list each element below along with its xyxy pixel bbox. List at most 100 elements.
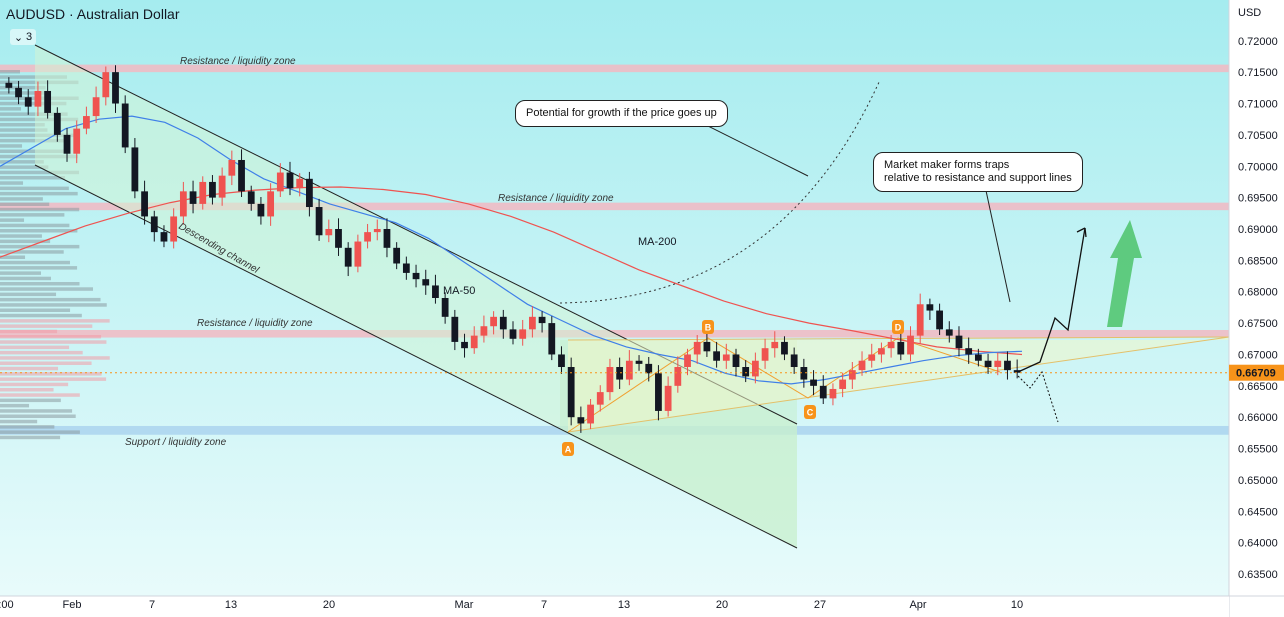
candle-body — [121, 103, 129, 148]
green-up-arrow — [1107, 220, 1142, 327]
volume-profile-bar — [0, 75, 67, 79]
candle-body — [112, 72, 119, 104]
candle-body — [490, 316, 498, 327]
candle-body — [315, 207, 323, 236]
abcd-pattern-line — [567, 337, 1001, 433]
time-axis-panel[interactable] — [0, 596, 1229, 617]
candle-body — [528, 316, 536, 330]
price-tick-label: 0.64500 — [1238, 506, 1278, 518]
candle-body — [53, 112, 61, 135]
candle-body — [664, 385, 672, 411]
price-tick-label: 0.70000 — [1238, 161, 1278, 173]
candle-body — [926, 304, 934, 311]
candle-body — [199, 181, 207, 204]
candle-body — [974, 354, 982, 361]
traps-callout-line1: Market maker forms traps — [884, 159, 1010, 171]
candle-body — [761, 348, 769, 361]
candle-body — [790, 354, 798, 368]
volume-profile-bar — [0, 181, 24, 185]
time-tick-label: 20 — [716, 599, 728, 611]
candle-body — [354, 241, 362, 267]
candle-body — [189, 191, 197, 204]
current-price-badge — [1229, 364, 1284, 381]
abcd-marker-c — [804, 405, 816, 419]
candle-body — [383, 228, 391, 248]
zone-label-support: Support / liquidity zone — [125, 437, 227, 448]
candle-body — [257, 203, 265, 217]
time-tick-label: 27 — [814, 599, 826, 611]
ma200-line — [0, 186, 1023, 356]
channel-lower-line — [34, 164, 798, 549]
ma200-label: MA-200 — [638, 236, 677, 248]
zone-resistance-mid — [0, 202, 1229, 211]
price-tick-label: 0.71500 — [1238, 67, 1278, 79]
ma50-label: MA-50 — [443, 285, 475, 297]
volume-profile-bar — [0, 85, 46, 90]
price-axis-panel[interactable] — [1229, 0, 1284, 617]
volume-profile-bar — [0, 366, 59, 371]
legend-count: 3 — [26, 31, 33, 43]
candle-body — [499, 316, 507, 330]
growth-callout-text: Potential for growth if the price goes u… — [526, 107, 717, 119]
volume-profile-bar — [0, 107, 22, 111]
growth-callout: Potential for growth if the price goes u… — [515, 100, 728, 127]
time-tick-label: 7 — [541, 599, 547, 611]
candle-body — [558, 354, 565, 368]
legend-collapse-button[interactable]: ⌄ 3 — [10, 29, 36, 45]
volume-profile-bar — [0, 70, 20, 74]
candle-body — [461, 341, 468, 349]
candle-body — [34, 90, 42, 107]
time-tick-label: 20 — [323, 599, 335, 611]
volume-profile-bar — [0, 112, 68, 116]
traps-callout-line2: relative to resistance and support lines — [884, 172, 1072, 184]
volume-profile-bar — [0, 202, 50, 206]
volume-profile-bar — [0, 229, 78, 233]
candle-body — [781, 341, 788, 355]
volume-profile-bar — [0, 403, 30, 408]
candle-body — [606, 367, 614, 393]
candle-body — [887, 341, 895, 349]
candle-body — [24, 97, 32, 107]
price-tick-label: 0.71000 — [1238, 99, 1278, 111]
candle-body — [306, 178, 313, 208]
triangle-lower-line — [567, 336, 1230, 433]
candle-body — [441, 298, 449, 317]
candle-body — [393, 247, 401, 264]
zone-label-mid: Resistance / liquidity zone — [498, 193, 614, 204]
candle-body — [141, 191, 148, 217]
volume-profile-bar — [0, 260, 70, 265]
candle-body — [267, 191, 275, 217]
candle-body — [296, 178, 304, 189]
price-tick-label: 0.65000 — [1238, 475, 1278, 487]
chevron-down-icon: ⌄ — [13, 31, 24, 44]
volume-profile-bar — [0, 197, 43, 201]
candle-body — [684, 354, 691, 368]
volume-profile-bar — [0, 149, 69, 153]
candle-body — [179, 191, 187, 217]
candle-body — [848, 370, 856, 380]
volume-profile-bar — [0, 303, 107, 307]
candle-body — [335, 228, 342, 248]
candle-body — [509, 329, 517, 339]
candle-body — [451, 316, 459, 342]
price-tick-label: 0.63500 — [1238, 569, 1278, 581]
volume-profile-bar — [0, 287, 94, 291]
candle-body — [470, 335, 478, 349]
candle-body — [276, 172, 284, 192]
candle-body — [1004, 360, 1011, 371]
abcd-marker-label: A — [565, 445, 572, 455]
candle-body — [751, 360, 759, 377]
price-tick-label: 0.70500 — [1238, 130, 1278, 142]
currency-label: USD — [1238, 7, 1261, 19]
volume-profile-bar — [0, 398, 61, 403]
abcd-marker-label: D — [895, 323, 902, 333]
volume-profile-bar — [0, 356, 110, 360]
volume-profile-bar — [0, 297, 101, 302]
volume-profile-bar — [0, 372, 102, 376]
candle-body — [577, 417, 585, 424]
bullish-projection-arrowhead — [1076, 227, 1087, 238]
volume-profile-bar — [0, 414, 76, 418]
time-tick-label: Feb — [63, 599, 82, 611]
